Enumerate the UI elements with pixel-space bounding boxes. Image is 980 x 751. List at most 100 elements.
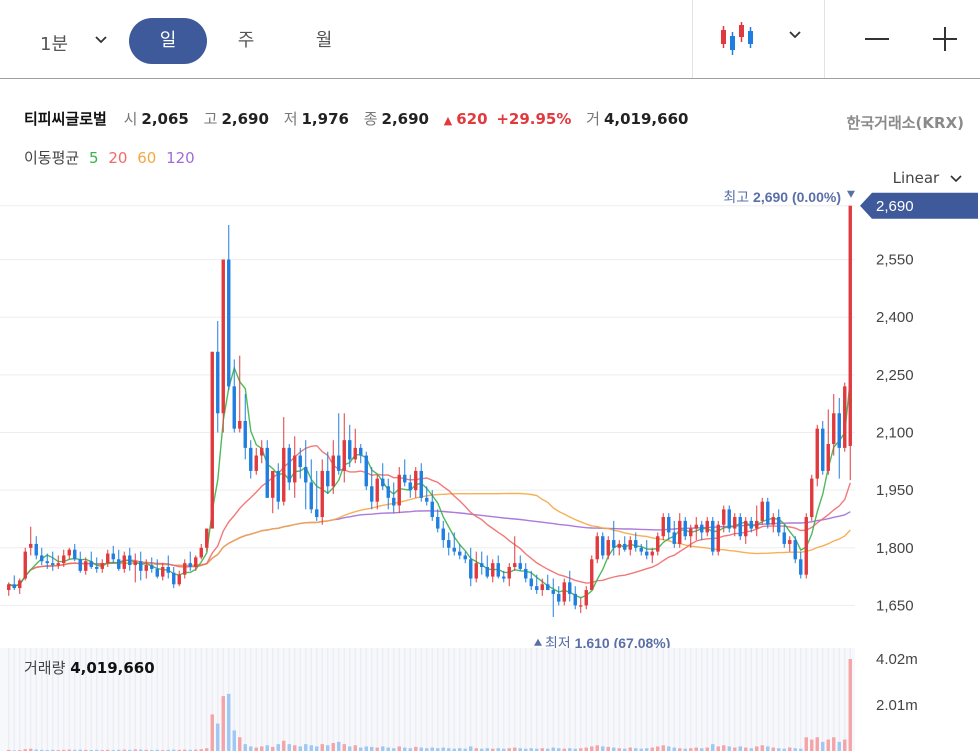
volume-bar [711,744,715,751]
change-value: 620 [456,110,488,128]
y-tick-label: 2,400 [876,309,914,326]
volume-bar [348,746,352,751]
candle-body [667,517,671,533]
volume-bar [546,748,550,751]
volume-bar [155,749,159,751]
volume-bar [601,746,605,751]
volume-bar [315,746,319,751]
scale-select[interactable]: Linear [893,169,962,187]
volume-bar [507,748,511,751]
zoom-in-icon[interactable] [930,24,960,54]
candle-body [502,576,506,579]
volume-bar [799,748,803,751]
volume-bar [771,747,775,751]
ma-5-label[interactable]: 5 [88,149,99,167]
volume-bar [474,748,478,751]
volume-title-value: 4,019,660 [70,659,155,677]
volume-bar [612,747,616,751]
volume-bar [678,748,682,751]
ma-20-label[interactable]: 20 [108,149,128,167]
y-tick-label: 1,950 [876,482,914,499]
candle-body [672,532,676,544]
y-tick-label: 2,100 [876,424,914,441]
volume-bar [249,746,253,751]
y-tick-label: 2,250 [876,367,914,384]
ma-120-label[interactable]: 120 [166,149,195,167]
candle-body [254,455,258,471]
current-price-tag [860,192,978,219]
candle-body [375,478,379,502]
price-chart[interactable]: 2,550 2,400 2,250 2,100 1,950 1,800 1,650 최고 2,… [0,190,980,751]
candle-body [815,428,819,479]
volume-bar [760,745,764,751]
volume-bar [364,746,368,751]
volume-bar [848,659,852,751]
candle-body [106,553,110,564]
volume-bar [793,748,797,751]
candle-body [216,351,220,414]
candle-body [447,540,451,548]
chevron-down-icon[interactable] [788,28,802,42]
candle-body [689,528,693,537]
volume-bar [540,748,544,751]
candle-body [392,497,396,506]
volume-bar [227,693,231,751]
candle-body [733,517,737,529]
volume-bar [645,748,649,751]
tab-day[interactable]: 일 [129,18,207,64]
candle-body [551,590,555,594]
volume-bar [29,748,33,751]
candle-body [84,561,88,571]
tab-week[interactable]: 주 [237,30,255,51]
candle-body [480,563,484,567]
candle-body [419,470,423,498]
candle-body [579,605,583,607]
volume-bar [359,747,363,751]
candle-body [491,563,495,577]
volume-bar [260,746,264,751]
volume-bar [243,744,247,751]
candle-body [414,470,418,491]
zoom-out-icon[interactable] [862,24,892,54]
volume-bar [51,749,55,751]
candle-body [243,420,247,448]
volume-bar [502,748,506,751]
candle-body [293,455,297,483]
volume-bar [815,737,819,751]
candle-body [78,559,82,571]
candle-body [177,574,181,585]
open-label: 시 [123,110,138,128]
candle-body [694,524,698,529]
candlestick-chart-icon[interactable] [720,22,756,56]
volume-bar [128,749,132,751]
candle-body [804,517,808,575]
volume-bar [95,749,99,751]
interval-select[interactable]: 1분 [40,34,69,55]
ma-60-label[interactable]: 60 [137,149,157,167]
candle-body [144,565,148,571]
candle-body [111,553,115,560]
ma-20-line [8,444,851,587]
volume-bar [628,747,632,751]
volume-bar [166,749,170,751]
volume-bar [804,737,808,751]
volume-bar [469,746,473,751]
volume-bar [276,744,280,751]
tab-month[interactable]: 월 [315,30,333,51]
candle-body [496,563,500,577]
volume-bar [606,746,610,751]
candle-body [452,547,456,552]
candle-body [738,517,742,537]
volume-bar [221,696,225,751]
volume-bar [623,748,627,751]
volume-bar [326,745,330,751]
volume-bar [749,748,753,751]
volume-title-label: 거래량 [24,659,66,677]
chevron-down-icon[interactable] [94,33,108,47]
candle-body [425,497,429,502]
candle-body [518,563,522,569]
up-triangle-icon: ▲ [443,114,453,127]
volume-bar [408,748,412,751]
volume-bar [705,747,709,751]
high-marker-label: 최고 2,690 (0.00%) [723,190,841,205]
